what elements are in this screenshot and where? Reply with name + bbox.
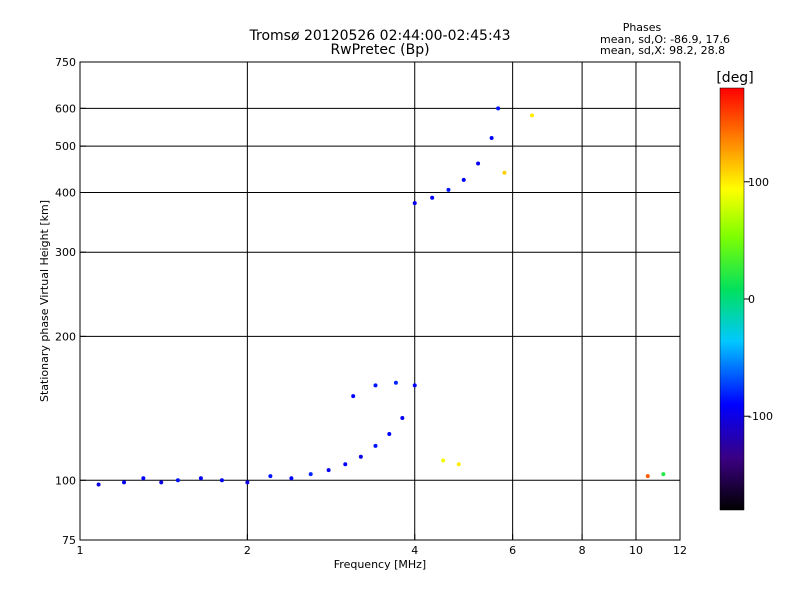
colorbar-tick-label: -100 (748, 410, 773, 423)
data-point (326, 468, 331, 473)
data-point (489, 136, 494, 141)
data-point (446, 187, 451, 192)
y-tick-label: 200 (55, 330, 76, 343)
data-point (308, 472, 313, 477)
colorbar-unit-label: [deg] (716, 70, 753, 86)
data-point (502, 170, 507, 175)
data-point (289, 476, 294, 481)
data-point (412, 201, 417, 206)
data-point (198, 476, 203, 481)
data-point (343, 462, 348, 467)
data-point (441, 458, 446, 463)
y-tick-label: 750 (55, 56, 76, 69)
stats-line2: mean, sd,X: 98.2, 28.8 (600, 44, 725, 57)
data-point (496, 106, 501, 111)
data-point (400, 415, 405, 420)
data-point (96, 482, 101, 487)
data-point (529, 113, 534, 118)
data-point (219, 478, 224, 483)
x-tick-label: 12 (673, 544, 687, 557)
x-ticks: 1 2 4 6 8 10 12 (77, 534, 687, 557)
data-point (351, 394, 356, 399)
data-point (645, 474, 650, 479)
data-point (268, 474, 273, 479)
colorbar-ticks: 100 0 -100 (744, 176, 773, 423)
data-point (661, 472, 666, 477)
data-point (456, 462, 461, 467)
data-point (245, 480, 250, 485)
data-point (122, 480, 127, 485)
x-tick-label: 6 (509, 544, 516, 557)
data-point (476, 161, 481, 166)
data-point (373, 443, 378, 448)
data-point (141, 476, 146, 481)
x-tick-label: 1 (77, 544, 84, 557)
data-point (430, 195, 435, 200)
data-point (393, 380, 398, 385)
grid-lines (80, 62, 680, 540)
stats-heading: Phases (623, 21, 662, 34)
colorbar-gradient (719, 87, 745, 511)
x-tick-label: 8 (579, 544, 586, 557)
x-axis-label: Frequency [MHz] (334, 558, 426, 571)
y-axis-label: Stationary phase Virtual Height [km] (38, 200, 51, 402)
y-ticks: 75 100 200 300 400 500 600 750 (55, 56, 86, 547)
colorbar-tick-label: 100 (748, 176, 769, 189)
colorbar: [deg] 100 0 -100 (716, 70, 773, 511)
data-points (96, 106, 666, 487)
data-point (175, 478, 180, 483)
data-point (159, 480, 164, 485)
data-point (373, 383, 378, 388)
data-point (387, 431, 392, 436)
y-tick-label: 400 (55, 186, 76, 199)
colorbar-tick-label: 0 (748, 293, 755, 306)
y-tick-label: 500 (55, 140, 76, 153)
data-point (358, 454, 363, 459)
stats-line1: mean, sd,O: -86.9, 17.6 (600, 33, 730, 46)
chart-title-line2: RwPretec (Bp) (330, 42, 429, 58)
y-tick-label: 100 (55, 474, 76, 487)
x-tick-label: 10 (629, 544, 643, 557)
data-point (461, 177, 466, 182)
data-point (412, 383, 417, 388)
y-tick-label: 600 (55, 102, 76, 115)
chart-title-line1: Tromsø 20120526 02:44:00-02:45:43 (249, 28, 511, 44)
x-tick-label: 2 (244, 544, 251, 557)
x-tick-label: 4 (411, 544, 418, 557)
y-tick-label: 75 (62, 534, 76, 547)
y-tick-label: 300 (55, 246, 76, 259)
